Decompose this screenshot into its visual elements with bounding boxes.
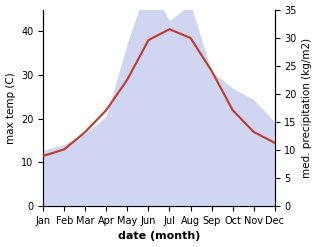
Y-axis label: med. precipitation (kg/m2): med. precipitation (kg/m2) [302, 38, 313, 178]
X-axis label: date (month): date (month) [118, 231, 200, 242]
Y-axis label: max temp (C): max temp (C) [5, 72, 16, 144]
